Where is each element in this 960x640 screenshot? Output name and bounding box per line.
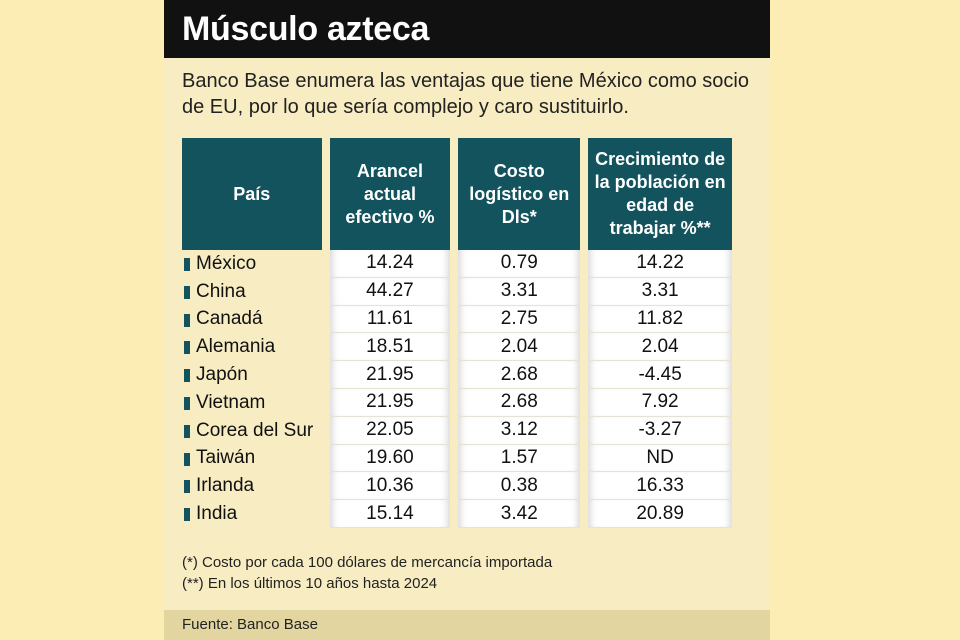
country-name: Alemania xyxy=(196,336,276,358)
country-cell: Taiwán xyxy=(182,445,322,473)
table-row: China 44.27 3.31 3.31 xyxy=(182,277,732,306)
row-marker-icon xyxy=(184,369,190,383)
column-header-tariff: Arancel actual efectivo % xyxy=(329,138,451,250)
table-row: Japón 21.95 2.68 -4.45 xyxy=(182,361,732,389)
country-cell: China xyxy=(182,278,322,306)
title-bar: Músculo azteca xyxy=(164,0,770,58)
table-header-row: País Arancel actual efectivo % Costo log… xyxy=(182,138,732,250)
footnote: (*) Costo por cada 100 dólares de mercan… xyxy=(182,554,553,571)
country-name: China xyxy=(196,280,246,302)
value-cell: -3.27 xyxy=(588,416,732,445)
value-cell: 16.33 xyxy=(588,472,732,501)
country-name: Corea del Sur xyxy=(196,419,314,441)
value-cell: 10.36 xyxy=(329,472,451,501)
value-cell: 14.24 xyxy=(329,250,451,278)
country-cell: Japón xyxy=(182,361,322,389)
value-cell: 3.12 xyxy=(458,416,581,445)
row-marker-icon xyxy=(184,508,190,522)
country-cell: México xyxy=(182,250,322,278)
value-cell: 22.05 xyxy=(329,416,451,445)
value-cell: 11.82 xyxy=(588,305,732,334)
table-row: Taiwán 19.60 1.57 ND xyxy=(182,444,732,473)
table-row: Canadá 11.61 2.75 11.82 xyxy=(182,305,732,334)
value-cell: 18.51 xyxy=(329,333,451,362)
row-marker-icon xyxy=(184,258,190,271)
country-cell: Vietnam xyxy=(182,389,322,417)
table-row: Vietnam 21.95 2.68 7.92 xyxy=(182,388,732,417)
country-name: México xyxy=(196,252,257,274)
value-cell: 2.68 xyxy=(458,361,581,389)
value-cell: 7.92 xyxy=(588,388,732,417)
value-cell: 2.04 xyxy=(458,333,581,362)
row-marker-icon xyxy=(184,452,190,466)
value-cell: 3.31 xyxy=(458,277,581,306)
infographic-card: Músculo azteca Banco Base enumera las ve… xyxy=(164,0,770,640)
country-name: India xyxy=(196,503,238,525)
source-bar: Fuente: Banco Base xyxy=(164,610,770,640)
country-name: Japón xyxy=(196,364,248,386)
country-name: Vietnam xyxy=(196,391,266,413)
row-marker-icon xyxy=(184,285,190,299)
value-cell: 21.95 xyxy=(329,361,451,389)
value-cell: 2.04 xyxy=(588,333,732,362)
column-header-country: País xyxy=(182,138,322,250)
country-cell: Irlanda xyxy=(182,472,322,500)
value-cell: 3.31 xyxy=(588,277,732,306)
value-cell: 11.61 xyxy=(329,305,451,334)
row-marker-icon xyxy=(184,424,190,438)
table-row: Alemania 18.51 2.04 2.04 xyxy=(182,333,732,362)
country-name: Taiwán xyxy=(196,447,256,469)
value-cell: 44.27 xyxy=(329,277,451,306)
row-marker-icon xyxy=(184,313,190,327)
row-marker-icon xyxy=(184,396,190,410)
country-cell: Corea del Sur xyxy=(182,417,322,445)
row-marker-icon xyxy=(184,341,190,355)
value-cell: 1.57 xyxy=(458,444,581,473)
footnote: (**) En los últimos 10 años hasta 2024 xyxy=(182,575,438,592)
country-cell: Alemania xyxy=(182,333,322,361)
table-row: México 14.24 0.79 14.22 xyxy=(182,250,732,278)
value-cell: -4.45 xyxy=(588,361,732,389)
data-table: País Arancel actual efectivo % Costo log… xyxy=(174,138,740,528)
footnotes: (*) Costo por cada 100 dólares de mercan… xyxy=(182,552,752,594)
country-name: Canadá xyxy=(196,308,263,330)
value-cell: 2.75 xyxy=(458,305,581,334)
table-body: México 14.24 0.79 14.22 China 44.27 3.31 3.31 Ca… xyxy=(182,250,732,528)
table-row: Irlanda 10.36 0.38 16.33 xyxy=(182,472,732,501)
chart-title: Músculo azteca xyxy=(182,10,430,48)
value-cell: 0.79 xyxy=(458,250,581,278)
value-cell: ND xyxy=(588,444,732,473)
value-cell: 14.22 xyxy=(588,250,732,278)
column-header-logistics-cost: Costo logístico en Dls* xyxy=(458,138,581,250)
chart-subtitle: Banco Base enumera las ventajas que tien… xyxy=(182,70,749,118)
value-cell: 0.38 xyxy=(458,472,581,501)
row-marker-icon xyxy=(184,480,190,494)
source-text: Fuente: Banco Base xyxy=(182,616,318,633)
country-cell: India xyxy=(182,500,322,528)
value-cell: 3.42 xyxy=(458,500,581,528)
column-header-working-age-growth: Crecimiento de la población en edad de t… xyxy=(588,138,732,250)
value-cell: 2.68 xyxy=(458,388,581,417)
table-row: India 15.14 3.42 20.89 xyxy=(182,500,732,528)
country-cell: Canadá xyxy=(182,306,322,334)
value-cell: 15.14 xyxy=(329,500,451,528)
value-cell: 20.89 xyxy=(588,500,732,528)
country-name: Irlanda xyxy=(196,475,255,497)
table-row: Corea del Sur 22.05 3.12 -3.27 xyxy=(182,416,732,445)
value-cell: 21.95 xyxy=(329,388,451,417)
value-cell: 19.60 xyxy=(329,444,451,473)
